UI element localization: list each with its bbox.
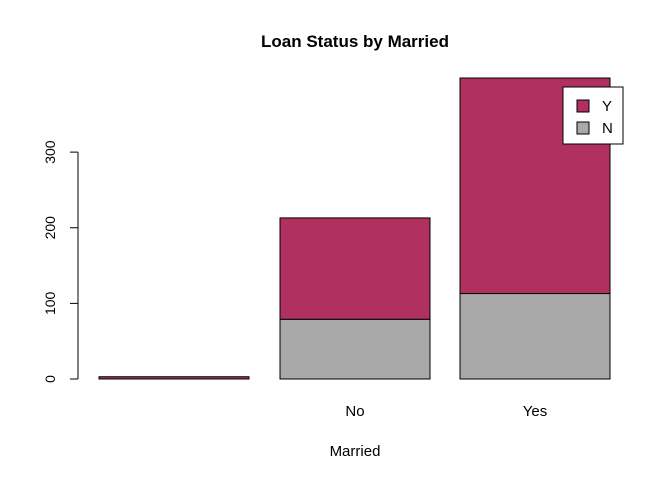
bar-segment-n [459, 293, 611, 380]
x-axis-label: Married [330, 443, 381, 460]
legend: YN [562, 86, 624, 145]
y-axis: 0 100 200 300 [42, 140, 79, 383]
x-tick-labels: No Yes [345, 403, 547, 420]
bar-segment-y [98, 376, 250, 380]
bar-segment-y [279, 217, 431, 320]
y-tick-label: 300 [42, 140, 58, 164]
legend-swatch-y [576, 99, 590, 113]
bar-segment-n [279, 318, 431, 380]
y-tick-label: 200 [42, 216, 58, 240]
legend-label: Y [602, 98, 612, 115]
x-tick-label: Yes [523, 403, 547, 420]
legend-label: N [602, 120, 613, 137]
legend-swatch-n [576, 121, 590, 135]
y-tick-label: 100 [42, 291, 58, 315]
chart-title: Loan Status by Married [261, 32, 449, 51]
x-tick-label: No [345, 403, 364, 420]
legend-box [562, 86, 624, 145]
y-tick-label: 0 [42, 375, 58, 383]
bars-group [98, 77, 611, 380]
